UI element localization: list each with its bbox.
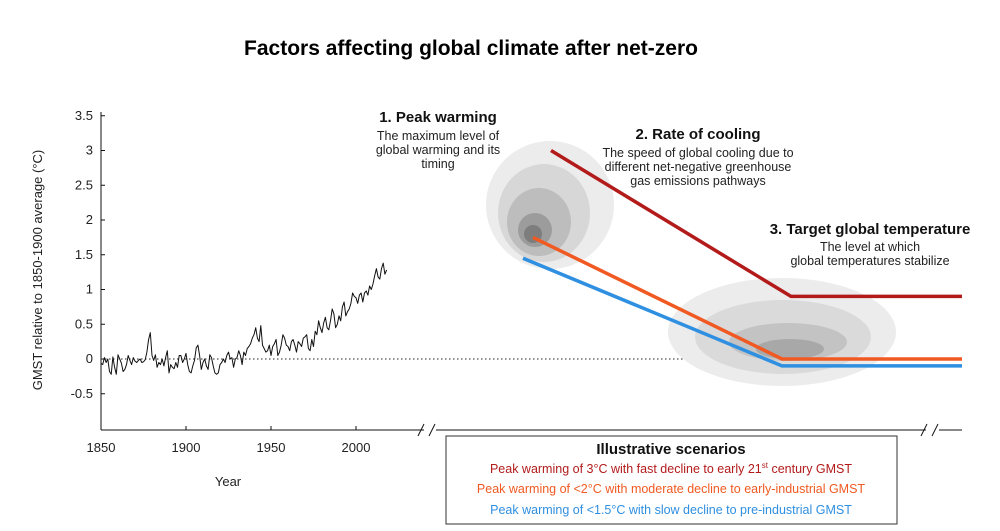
annotation-target-line: global temperatures stabilize	[790, 254, 949, 268]
axis-break-2	[920, 423, 939, 437]
annotation-peak-line: The maximum level of	[377, 129, 500, 143]
scenario-line	[522, 256, 962, 368]
axis-break-1	[417, 423, 436, 437]
scenario-lines	[522, 149, 962, 368]
y-tick-label: 2.5	[75, 177, 93, 192]
annotation-cooling-heading: 2. Rate of cooling	[635, 126, 760, 143]
y-tick-label: 0	[86, 351, 93, 366]
target-uncertainty-cloud	[668, 278, 896, 386]
historical-series	[100, 262, 388, 375]
legend-item-3c: Peak warming of 3°C with fast decline to…	[490, 461, 852, 476]
legend: Illustrative scenarios Peak warming of 3…	[445, 435, 898, 525]
annotation-cooling-line: different net-negative greenhouse	[605, 160, 792, 174]
annotation-rate-of-cooling: 2. Rate of cooling The speed of global c…	[602, 126, 793, 188]
x-tick-label: 2000	[342, 440, 371, 455]
legend-title: Illustrative scenarios	[596, 441, 745, 458]
annotation-peak-line: timing	[421, 157, 454, 171]
x-ticks: 1850 1900 1950 2000	[87, 426, 371, 455]
legend-item-2c: Peak warming of <2°C with moderate decli…	[477, 482, 866, 496]
y-tick-label: 2	[86, 212, 93, 227]
chart-title: Factors affecting global climate after n…	[244, 37, 698, 60]
peak-uncertainty-cloud	[486, 141, 614, 269]
historical-gmst-line	[100, 262, 388, 375]
x-axis-label: Year	[215, 474, 242, 489]
x-tick-label: 1900	[172, 440, 201, 455]
scenario-line	[532, 235, 962, 361]
y-ticks: 3.5 3 2.5 2 1.5 1 0.5 0 -0.5	[71, 108, 105, 401]
x-tick-label: 1950	[257, 440, 286, 455]
annotation-target-heading: 3. Target global temperature	[770, 221, 971, 238]
y-tick-label: 3.5	[75, 108, 93, 123]
y-tick-label: -0.5	[71, 386, 93, 401]
annotation-target-line: The level at which	[820, 240, 920, 254]
y-tick-label: 1	[86, 282, 93, 297]
annotation-peak-warming: 1. Peak warming The maximum level of glo…	[376, 109, 500, 171]
legend-item-1-5c: Peak warming of <1.5°C with slow decline…	[490, 503, 852, 517]
y-tick-label: 1.5	[75, 247, 93, 262]
annotation-cooling-line: The speed of global cooling due to	[602, 146, 793, 160]
y-tick-label: 0.5	[75, 316, 93, 331]
annotation-cooling-line: gas emissions pathways	[630, 174, 765, 188]
annotation-peak-heading: 1. Peak warming	[379, 109, 497, 126]
x-tick-label: 1850	[87, 440, 116, 455]
scenario-line	[550, 149, 962, 299]
annotation-target-temperature: 3. Target global temperature The level a…	[770, 221, 971, 268]
y-axis-label: GMST relative to 1850-1900 average (°C)	[30, 150, 45, 391]
annotation-peak-line: global warming and its	[376, 143, 500, 157]
y-tick-label: 3	[86, 143, 93, 158]
legend-box	[445, 435, 898, 525]
